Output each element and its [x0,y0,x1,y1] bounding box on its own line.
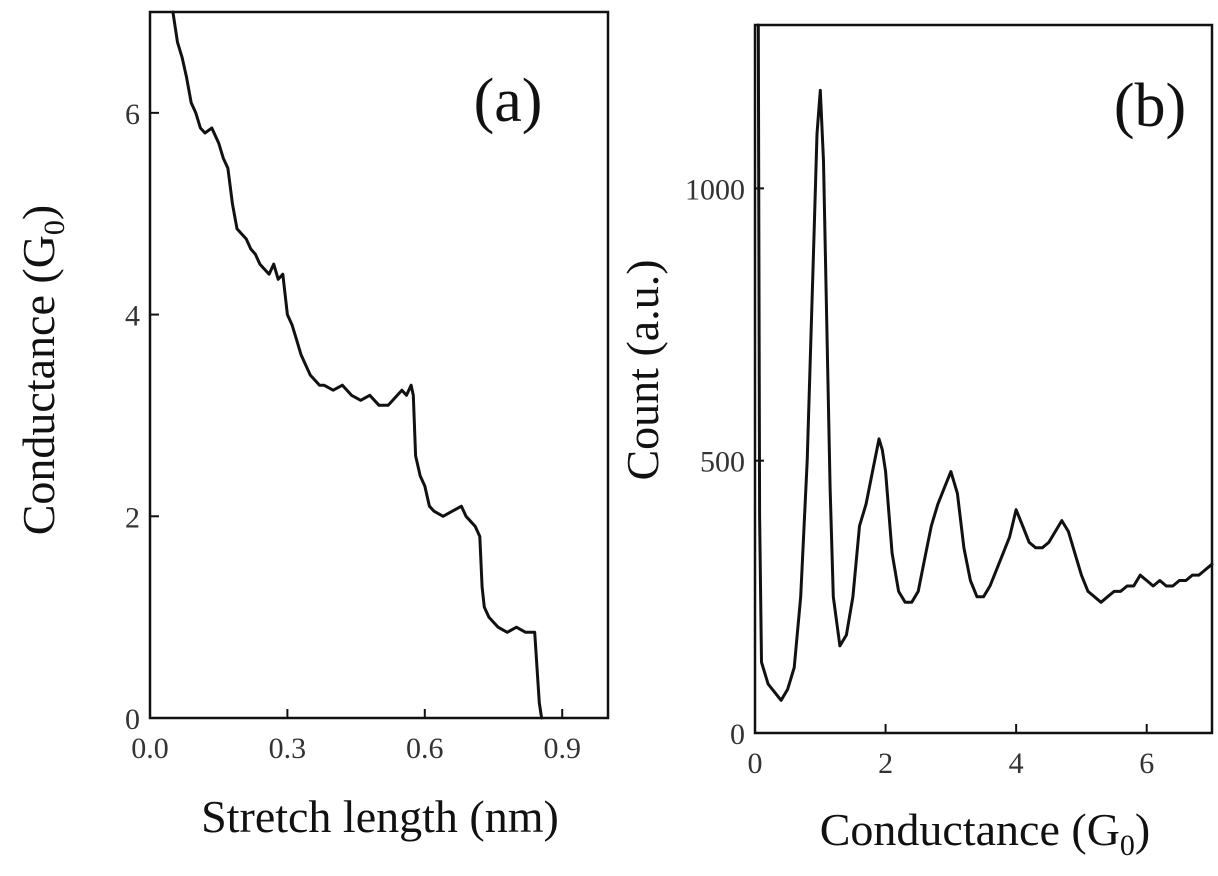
panel-a-conductance-trace [171,10,544,720]
panel-b-x-tick-label: 2 [878,747,893,780]
panel-b-x-tick-label: 4 [1009,747,1024,780]
panel-a-ticks: 0.0 0.3 0.6 0.9 0 2 4 6 [125,98,581,765]
panel-a-y-axis-title-subscript: 0 [38,220,71,235]
panel-a-y-axis-title: Conductance (G0) [13,205,71,536]
panel-b-x-tick-label: 6 [1139,747,1154,780]
panel-a-chart: 0.0 0.3 0.6 0.9 0 2 4 6 (a) Stretch length (nm)… [13,10,610,842]
panel-b-x-axis-title: Conductance (G0) [820,804,1151,862]
panel-a-x-tick-label: 0.0 [131,732,169,765]
panel-a-y-axis-title-main: Conductance (G [13,235,64,535]
panel-a-x-tick-label: 0.9 [543,732,581,765]
panel-b-y-tick-label: 1000 [685,173,745,206]
panel-b-label: (b) [1114,72,1186,140]
panel-b-x-tick-label: 0 [748,747,763,780]
panel-a-y-tick-label: 2 [125,501,140,534]
panel-a-x-tick-label: 0.6 [406,732,444,765]
panel-b-x-axis-title-tail: ) [1135,804,1150,855]
panel-a-x-tick-label: 0.3 [269,732,307,765]
panel-b-histogram-trace [756,23,1214,702]
panel-a-y-tick-label: 0 [125,703,140,736]
panel-b-ticks: 0 2 4 6 0 500 1000 [685,173,1154,780]
panel-b-y-tick-label: 500 [700,446,745,479]
panel-a-x-axis-title: Stretch length (nm) [201,791,559,842]
panel-b-x-axis-title-main: Conductance (G [820,804,1120,855]
panel-a-label: (a) [474,67,543,135]
panel-b-y-axis-title: Count (a.u.) [617,259,668,480]
panel-b-x-axis-title-subscript: 0 [1120,829,1135,862]
panel-b-plot-frame [753,23,1214,735]
panel-a-y-axis-title-tail: ) [13,205,64,220]
panel-a-y-tick-label: 4 [125,300,140,333]
panel-a-y-tick-label: 6 [125,98,140,131]
panel-a-plot-frame [148,10,610,720]
panel-b-y-tick-label: 0 [730,718,745,751]
